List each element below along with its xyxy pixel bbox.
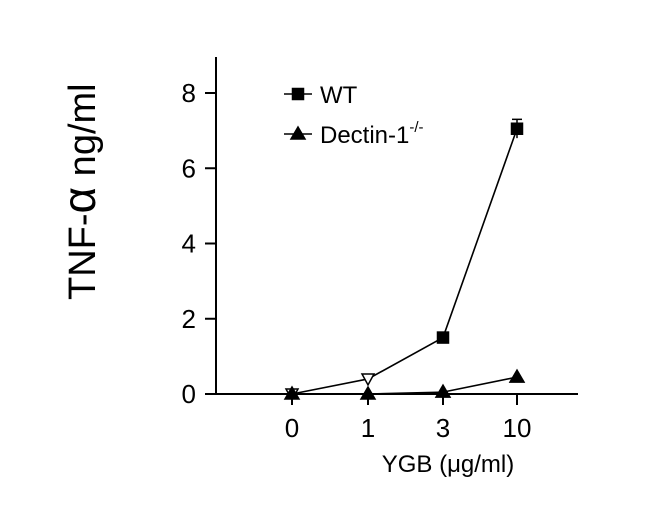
data-point [283, 385, 301, 400]
y-ticks: 0 2 4 6 8 [182, 78, 216, 409]
x-axis-title: YGB (μg/ml) [382, 451, 515, 478]
x-ticks: 0 1 3 10 [285, 394, 532, 443]
series-line [291, 128, 518, 395]
legend: WT Dectin-1-/- [284, 82, 424, 149]
legend-label: Dectin-1-/- [320, 119, 424, 149]
data-point [359, 385, 377, 400]
data-point [360, 373, 376, 387]
data-point [510, 122, 524, 135]
y-tick-label: 6 [182, 153, 196, 183]
series-dectin [283, 368, 526, 400]
y-tick-label: 2 [182, 304, 196, 334]
x-tick-label: 1 [361, 413, 375, 443]
legend-marker [291, 87, 305, 101]
data-point [434, 383, 452, 398]
x-tick-label: 0 [285, 413, 299, 443]
series-line [292, 376, 518, 395]
legend-item: WT [284, 82, 358, 109]
y-tick-label: 8 [182, 78, 196, 108]
legend-marker [289, 125, 307, 140]
legend-item: Dectin-1-/- [284, 119, 424, 149]
series-layer [283, 118, 526, 402]
y-tick-label: 4 [182, 229, 196, 259]
data-point [508, 368, 526, 383]
y-tick-label: 0 [182, 379, 196, 409]
x-tick-label: 3 [436, 413, 450, 443]
y-axis-title-greek: α [53, 187, 105, 214]
y-axis-title-main: TNF- [62, 213, 104, 300]
series-wt [284, 118, 524, 402]
legend-label: WT [320, 82, 358, 109]
x-tick-label: 10 [503, 413, 532, 443]
y-axis-title-unit: ng/ml [62, 83, 104, 186]
axes [215, 57, 578, 395]
data-point [436, 331, 450, 344]
y-axis-title: TNF-α ng/ml [53, 83, 105, 300]
